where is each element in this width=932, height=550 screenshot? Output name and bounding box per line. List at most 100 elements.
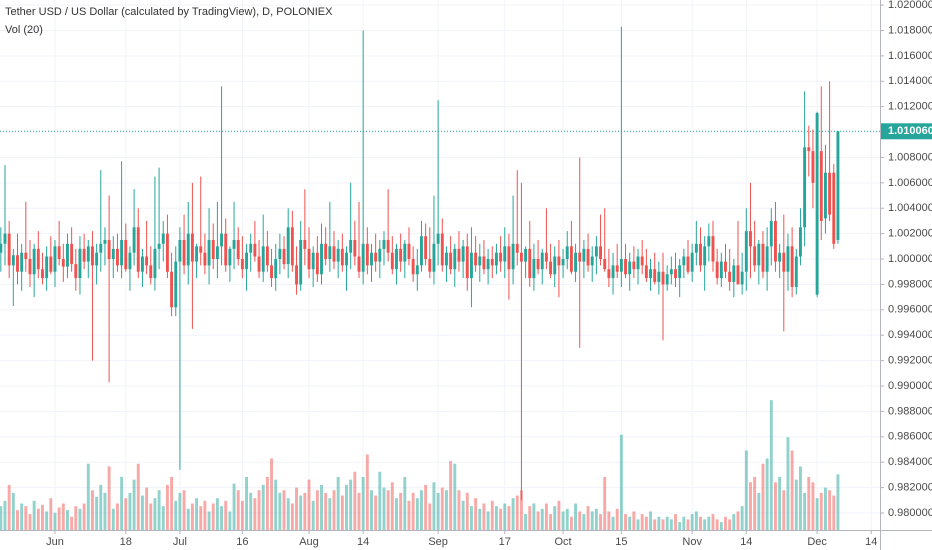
candle-body bbox=[628, 261, 632, 275]
candle-body bbox=[590, 256, 594, 266]
candle-body bbox=[582, 248, 586, 262]
volume-bar bbox=[424, 484, 428, 530]
volume-bar bbox=[165, 484, 169, 530]
candle-body bbox=[170, 271, 174, 308]
candle-body bbox=[386, 239, 390, 253]
volume-bar bbox=[615, 508, 619, 530]
candle-body bbox=[103, 239, 107, 244]
candle-body bbox=[499, 252, 503, 262]
last-price-label: 1.01006023 bbox=[888, 125, 932, 137]
x-tick-label: 16 bbox=[236, 536, 248, 548]
volume-bar bbox=[461, 500, 465, 530]
volume-bar bbox=[511, 498, 515, 530]
candle-body bbox=[157, 243, 161, 249]
candle-body bbox=[653, 269, 657, 282]
candle-body bbox=[736, 265, 740, 285]
volume-bar bbox=[261, 484, 265, 530]
volume-bar bbox=[694, 511, 698, 530]
candle-body bbox=[428, 259, 432, 272]
x-tick-label: 14 bbox=[865, 536, 877, 548]
y-tick-label: 0.98200000 bbox=[888, 481, 932, 493]
volume-bar bbox=[736, 511, 740, 530]
volume-bar bbox=[374, 495, 378, 530]
volume-bar bbox=[611, 516, 615, 530]
candle-body bbox=[315, 252, 319, 275]
volume-bar bbox=[245, 477, 249, 530]
candle-body bbox=[649, 269, 652, 279]
y-tick-label: 0.98400000 bbox=[888, 456, 932, 468]
volume-bar bbox=[557, 500, 561, 530]
volume-bar bbox=[378, 471, 382, 530]
candle-body bbox=[220, 233, 224, 247]
candle-body bbox=[228, 248, 232, 266]
volume-bar bbox=[53, 512, 57, 530]
volume-bar bbox=[490, 500, 494, 530]
candle-body bbox=[61, 259, 65, 267]
volume-bar bbox=[140, 495, 144, 530]
candle-body bbox=[599, 246, 603, 260]
candle-body bbox=[253, 243, 257, 257]
volume-bar bbox=[449, 461, 453, 530]
x-tick-label: Aug bbox=[299, 536, 319, 548]
x-tick-label: Jul bbox=[173, 536, 187, 548]
volume-bar bbox=[207, 511, 211, 530]
candle-body bbox=[694, 243, 698, 253]
candle-body bbox=[669, 269, 673, 275]
candle-body bbox=[565, 246, 569, 260]
volume-bar bbox=[357, 492, 361, 530]
volume-bar bbox=[457, 490, 461, 530]
volume-bar bbox=[228, 511, 232, 530]
volume-bar bbox=[186, 508, 190, 530]
volume-bar bbox=[553, 506, 557, 530]
volume-bar bbox=[174, 500, 178, 530]
volume-bar bbox=[211, 503, 215, 530]
candle-body bbox=[203, 252, 207, 266]
candle-body bbox=[28, 259, 32, 275]
candle-body bbox=[90, 246, 94, 266]
volume-bar bbox=[328, 498, 332, 530]
volume-bar bbox=[28, 514, 32, 530]
candle-body bbox=[744, 231, 748, 272]
candle-body bbox=[469, 252, 473, 279]
volume-bar bbox=[16, 510, 19, 530]
volume-bar bbox=[586, 506, 590, 530]
volume-bar bbox=[636, 519, 640, 530]
volume-bar bbox=[420, 490, 423, 530]
candle-body bbox=[411, 259, 415, 275]
candle-body bbox=[836, 131, 840, 240]
volume-bar bbox=[690, 514, 694, 530]
volume-pane bbox=[0, 400, 840, 530]
candle-body bbox=[278, 248, 282, 260]
candle-body bbox=[286, 227, 290, 265]
candle-body bbox=[378, 248, 382, 262]
volume-bar bbox=[499, 508, 503, 530]
candle-body bbox=[811, 151, 815, 183]
volume-bar bbox=[599, 514, 603, 530]
candle-body bbox=[761, 243, 765, 272]
volume-bar bbox=[703, 519, 707, 530]
candle-body bbox=[440, 233, 444, 266]
candle-body bbox=[823, 172, 827, 219]
candle-body bbox=[190, 233, 194, 262]
candle-body bbox=[507, 246, 511, 270]
x-tick-label: Jun bbox=[46, 536, 64, 548]
volume-bar bbox=[561, 511, 565, 530]
candle-body bbox=[632, 261, 636, 270]
candle-body bbox=[374, 252, 378, 262]
x-tick-label: Sep bbox=[428, 536, 448, 548]
candle-body bbox=[819, 151, 823, 221]
candle-body bbox=[749, 231, 752, 247]
volume-bar bbox=[349, 479, 353, 530]
volume-bar bbox=[724, 516, 727, 530]
volume-bar bbox=[199, 506, 203, 530]
volume-bar bbox=[161, 506, 165, 530]
candle-body bbox=[657, 271, 661, 282]
candle-body bbox=[107, 239, 111, 260]
volume-bar bbox=[370, 490, 373, 530]
volume-bar bbox=[240, 500, 244, 530]
candle-body bbox=[257, 256, 261, 272]
candle-body bbox=[461, 246, 465, 262]
volume-bar bbox=[274, 479, 278, 530]
candle-body bbox=[328, 246, 332, 260]
candle-body bbox=[11, 255, 15, 266]
